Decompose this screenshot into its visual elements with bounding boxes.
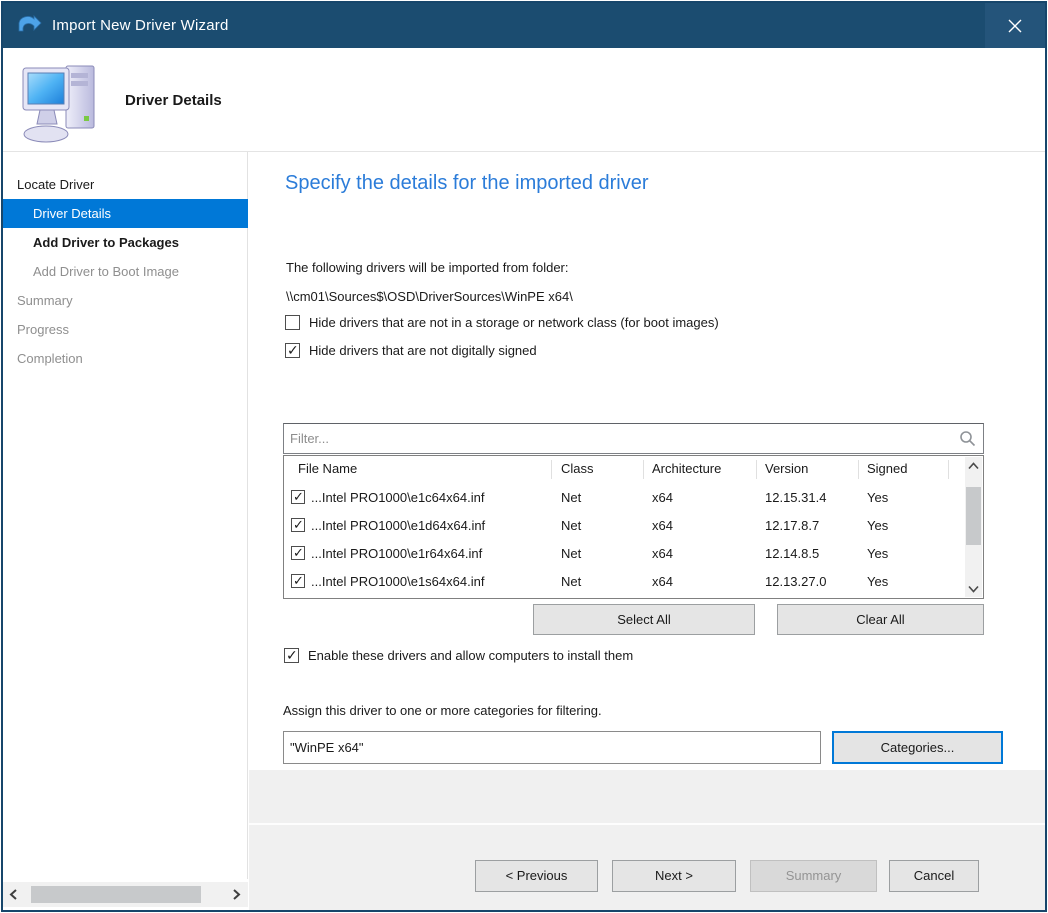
scrollbar-thumb[interactable] [31, 886, 201, 903]
table-vertical-scrollbar[interactable] [965, 457, 982, 597]
sidebar-item-add-driver-to-boot-image[interactable]: Add Driver to Boot Image [33, 264, 179, 279]
hide-storage-network-checkbox[interactable] [285, 315, 300, 330]
table-row[interactable]: ...Intel PRO1000\e1d64x64.inf Net x64 12… [284, 512, 965, 540]
enable-drivers-label: Enable these drivers and allow computers… [308, 648, 634, 663]
title-bar: Import New Driver Wizard [3, 3, 1045, 48]
content-heading: Specify the details for the imported dri… [285, 172, 649, 194]
filter-input[interactable] [290, 426, 940, 451]
column-separator [858, 460, 859, 479]
scroll-left-icon[interactable] [3, 882, 23, 907]
previous-button[interactable]: < Previous [475, 860, 598, 892]
wizard-page-content: Specify the details for the imported dri… [249, 152, 1045, 770]
categories-button[interactable]: Categories... [832, 731, 1003, 764]
wizard-steps-sidebar: Locate Driver Driver Details Add Driver … [3, 152, 248, 879]
cancel-button[interactable]: Cancel [889, 860, 979, 892]
table-header: File Name Class Architecture Version Sig… [284, 456, 983, 483]
close-icon [1008, 19, 1022, 32]
hide-storage-network-label: Hide drivers that are not in a storage o… [309, 315, 719, 330]
column-separator [643, 460, 644, 479]
next-button[interactable]: Next > [612, 860, 736, 892]
intro-text: The following drivers will be imported f… [286, 260, 569, 275]
column-separator [551, 460, 552, 479]
table-row[interactable]: ...Intel PRO1000\e1r64x64.inf Net x64 12… [284, 540, 965, 568]
table-row[interactable]: ...Intel PRO1000\e1c64x64.inf Net x64 12… [284, 484, 965, 512]
column-separator [948, 460, 949, 479]
column-separator [756, 460, 757, 479]
computer-icon [22, 65, 95, 143]
select-all-button[interactable]: Select All [533, 604, 755, 635]
categories-field[interactable] [290, 735, 810, 760]
wizard-footer: < Previous Next > Summary Cancel [249, 770, 1045, 910]
driver-list-table: File Name Class Architecture Version Sig… [283, 455, 984, 599]
wizard-header: Driver Details [3, 48, 1045, 152]
hide-storage-network-checkbox-row: Hide drivers that are not in a storage o… [285, 315, 719, 330]
hide-unsigned-checkbox[interactable] [285, 342, 300, 359]
footer-divider [249, 823, 1045, 825]
row-checkbox[interactable] [291, 545, 305, 561]
wizard-arrow-icon [18, 14, 42, 31]
search-icon[interactable] [959, 430, 976, 447]
column-header-file-name[interactable]: File Name [298, 461, 358, 476]
enable-drivers-checkbox-row: Enable these drivers and allow computers… [284, 647, 634, 664]
filter-box [283, 423, 984, 454]
scrollbar-thumb[interactable] [966, 487, 981, 545]
enable-drivers-checkbox[interactable] [284, 647, 299, 664]
column-header-version[interactable]: Version [765, 461, 809, 476]
hide-unsigned-label: Hide drivers that are not digitally sign… [309, 343, 537, 358]
summary-button: Summary [750, 860, 877, 892]
column-header-signed[interactable]: Signed [867, 461, 908, 476]
sidebar-item-driver-details[interactable]: Driver Details [3, 199, 248, 228]
clear-all-button[interactable]: Clear All [777, 604, 984, 635]
window-title: Import New Driver Wizard [52, 17, 229, 34]
assign-categories-label: Assign this driver to one or more catego… [283, 703, 602, 718]
hide-unsigned-checkbox-row: Hide drivers that are not digitally sign… [285, 342, 537, 359]
column-header-architecture[interactable]: Architecture [652, 461, 722, 476]
sidebar-item-add-driver-to-packages[interactable]: Add Driver to Packages [33, 235, 179, 250]
row-checkbox[interactable] [291, 517, 305, 533]
sidebar-horizontal-scrollbar[interactable] [3, 882, 248, 907]
scroll-down-icon[interactable] [965, 580, 982, 597]
scroll-up-icon[interactable] [965, 457, 982, 474]
sidebar-item-completion[interactable]: Completion [17, 351, 83, 366]
categories-field-wrap [283, 731, 821, 764]
source-folder-path: \\cm01\Sources$\OSD\DriverSources\WinPE … [286, 289, 573, 304]
row-checkbox[interactable] [291, 573, 305, 589]
scroll-right-icon[interactable] [226, 882, 246, 907]
close-button[interactable] [985, 3, 1045, 48]
sidebar-item-summary[interactable]: Summary [17, 293, 73, 308]
row-checkbox[interactable] [291, 489, 305, 505]
sidebar-item-progress[interactable]: Progress [17, 322, 70, 337]
table-row[interactable]: ...Intel PRO1000\e1s64x64.inf Net x64 12… [284, 568, 965, 596]
page-title: Driver Details [125, 92, 222, 109]
column-header-class[interactable]: Class [561, 461, 594, 476]
sidebar-item-locate-driver[interactable]: Locate Driver [17, 177, 95, 192]
